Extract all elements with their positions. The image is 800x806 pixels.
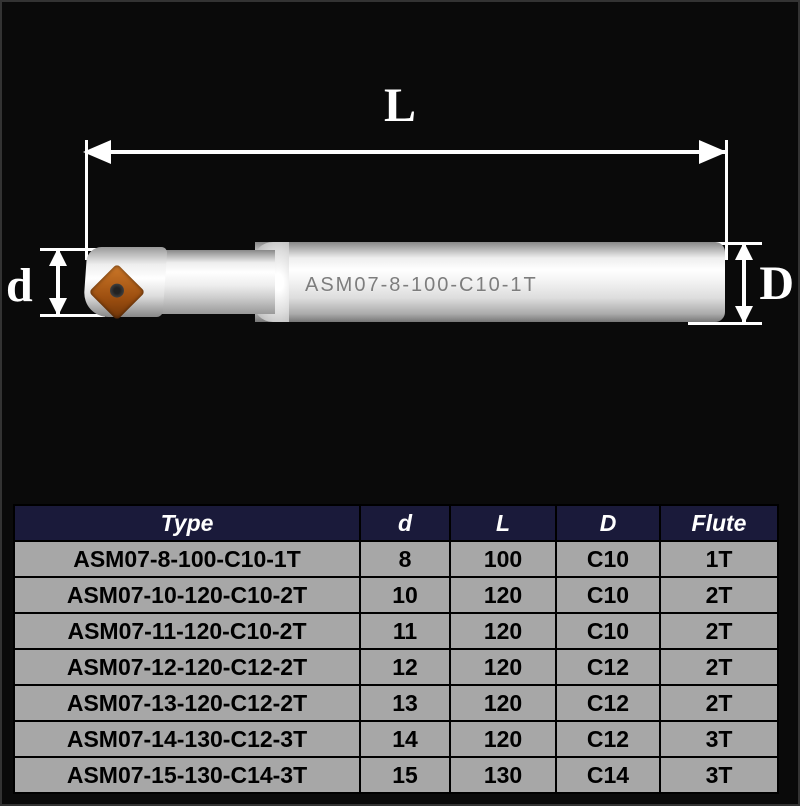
tool-etched-label: ASM07-8-100-C10-1T <box>305 274 538 297</box>
cell-L: 120 <box>450 577 556 613</box>
cell-d: 13 <box>360 685 450 721</box>
cell-D: C10 <box>556 613 660 649</box>
cell-D: C10 <box>556 577 660 613</box>
cell-D: C12 <box>556 685 660 721</box>
cell-L: 120 <box>450 685 556 721</box>
cell-flute: 2T <box>660 577 778 613</box>
dimension-label-D: D <box>759 256 794 311</box>
table-row: ASM07-14-130-C12-3T14120C123T <box>14 721 778 757</box>
cell-D: C12 <box>556 721 660 757</box>
dimension-arrow-L <box>85 150 725 154</box>
table-header-row: Type d L D Flute <box>14 505 778 541</box>
dimension-arrow-D <box>742 244 746 322</box>
cell-L: 130 <box>450 757 556 793</box>
spec-table: Type d L D Flute ASM07-8-100-C10-1T8100C… <box>13 504 779 794</box>
cell-flute: 2T <box>660 685 778 721</box>
dimension-label-d: d <box>6 258 33 313</box>
cell-d: 8 <box>360 541 450 577</box>
cell-D: C14 <box>556 757 660 793</box>
col-header-d: d <box>360 505 450 541</box>
cell-d: 15 <box>360 757 450 793</box>
cell-flute: 2T <box>660 649 778 685</box>
cell-L: 120 <box>450 721 556 757</box>
table-row: ASM07-13-120-C12-2T13120C122T <box>14 685 778 721</box>
cell-D: C10 <box>556 541 660 577</box>
table-row: ASM07-10-120-C10-2T10120C102T <box>14 577 778 613</box>
cell-type: ASM07-13-120-C12-2T <box>14 685 360 721</box>
dimension-label-L: L <box>0 78 800 133</box>
cell-d: 12 <box>360 649 450 685</box>
cell-type: ASM07-12-120-C12-2T <box>14 649 360 685</box>
cell-d: 11 <box>360 613 450 649</box>
table-row: ASM07-11-120-C10-2T11120C102T <box>14 613 778 649</box>
cell-d: 10 <box>360 577 450 613</box>
cell-type: ASM07-14-130-C12-3T <box>14 721 360 757</box>
cell-L: 120 <box>450 613 556 649</box>
cell-L: 100 <box>450 541 556 577</box>
cell-D: C12 <box>556 649 660 685</box>
dimension-arrow-d <box>56 250 60 314</box>
col-header-D: D <box>556 505 660 541</box>
cell-flute: 3T <box>660 757 778 793</box>
table-row: ASM07-12-120-C12-2T12120C122T <box>14 649 778 685</box>
tool-diagram: L d D ASM07-8-100-C10-1T <box>0 0 800 450</box>
cell-flute: 3T <box>660 721 778 757</box>
table-row: ASM07-15-130-C14-3T15130C143T <box>14 757 778 793</box>
cell-type: ASM07-8-100-C10-1T <box>14 541 360 577</box>
cell-type: ASM07-10-120-C10-2T <box>14 577 360 613</box>
cell-flute: 2T <box>660 613 778 649</box>
cell-d: 14 <box>360 721 450 757</box>
col-header-type: Type <box>14 505 360 541</box>
cell-type: ASM07-15-130-C14-3T <box>14 757 360 793</box>
milling-tool-illustration: ASM07-8-100-C10-1T <box>85 242 725 322</box>
cell-flute: 1T <box>660 541 778 577</box>
cell-L: 120 <box>450 649 556 685</box>
col-header-flute: Flute <box>660 505 778 541</box>
col-header-L: L <box>450 505 556 541</box>
table-body: ASM07-8-100-C10-1T8100C101TASM07-10-120-… <box>14 541 778 793</box>
cell-type: ASM07-11-120-C10-2T <box>14 613 360 649</box>
table-row: ASM07-8-100-C10-1T8100C101T <box>14 541 778 577</box>
